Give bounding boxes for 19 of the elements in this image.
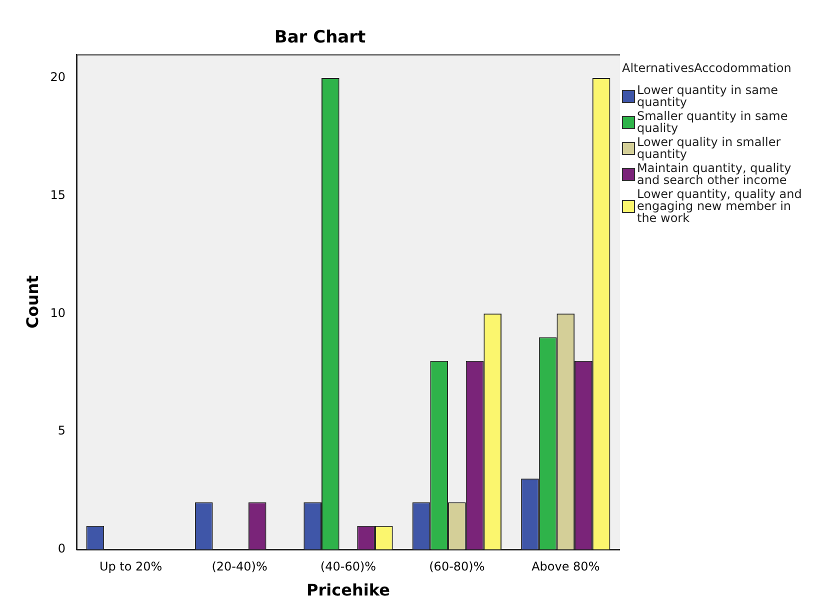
chart-title: Bar Chart	[274, 28, 366, 48]
x-tick-label: Above 80%	[532, 560, 600, 574]
x-tick-label: (20-40)%	[212, 560, 268, 574]
x-tick-label: (40-60)%	[320, 560, 376, 574]
y-tick-label: 5	[58, 424, 66, 438]
y-tick-label: 0	[58, 542, 66, 556]
legend-title: AlternativesAccodommation	[622, 61, 792, 75]
y-axis-title: Count	[22, 274, 42, 328]
legend-label: Smaller quantity in same quality	[637, 109, 789, 135]
legend-label: Lower quality in smaller quantity	[637, 135, 782, 161]
legend-label: Lower quantity in same quantity	[637, 83, 780, 109]
legend-label: Maintain quantity, quality and search other income	[637, 161, 792, 187]
y-tick-label: 10	[50, 306, 66, 320]
legend-label: Lower quantity, quality and engaging new member in the work	[637, 187, 803, 225]
y-tick-label: 20	[50, 70, 66, 84]
x-axis-title: Pricehike	[306, 580, 390, 600]
x-tick-label: (60-80)%	[429, 560, 485, 574]
y-tick-label: 15	[50, 188, 66, 202]
x-tick-label: Up to 20%	[99, 560, 162, 574]
